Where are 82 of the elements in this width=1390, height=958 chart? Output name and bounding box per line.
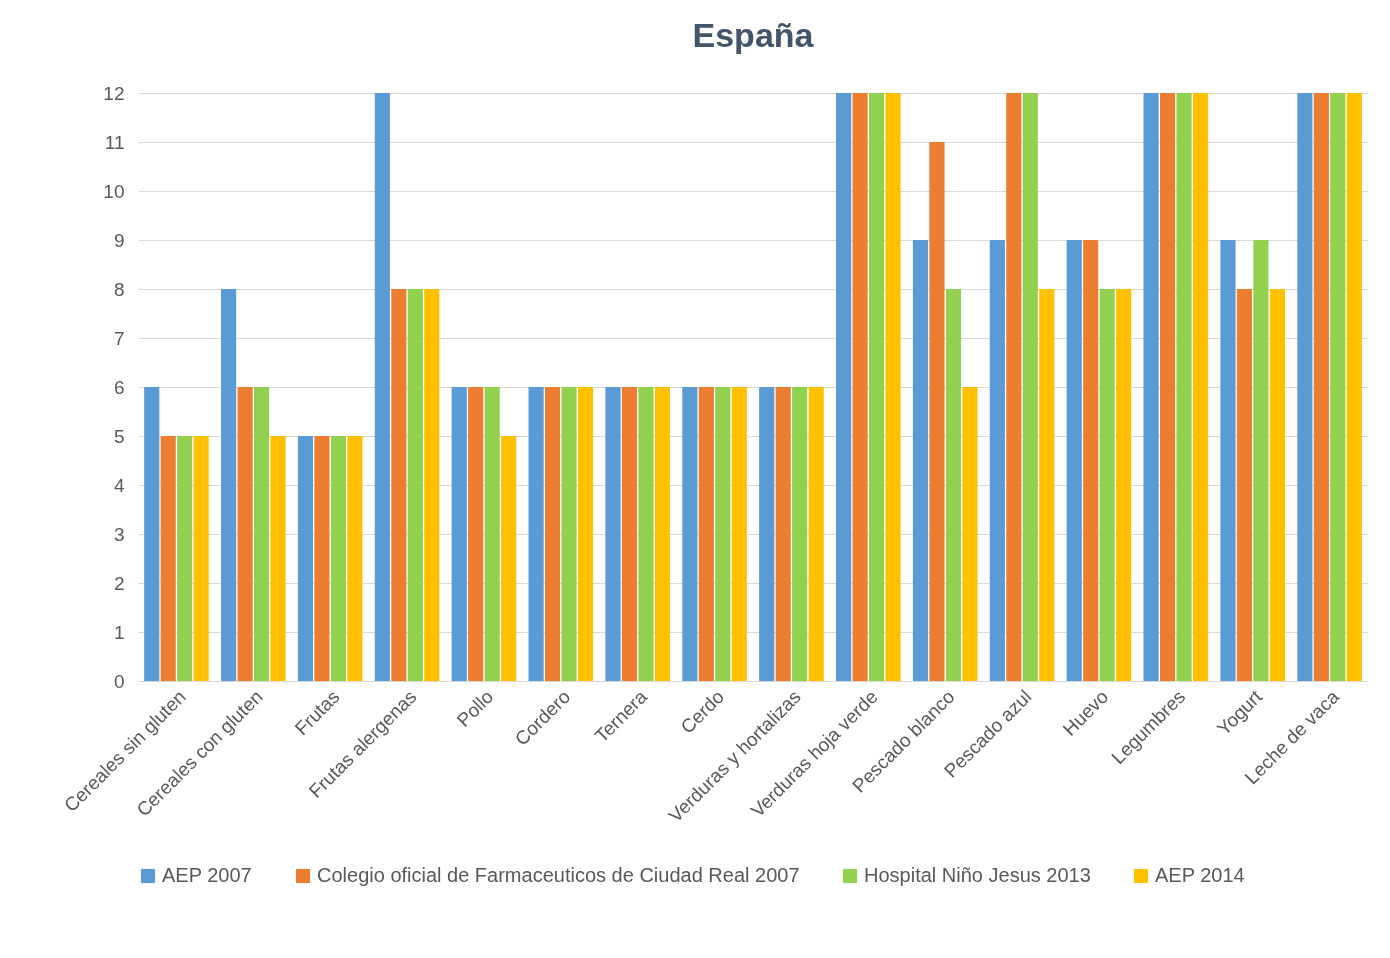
- bar: [852, 93, 868, 681]
- bar: [945, 289, 961, 681]
- bar: [545, 387, 561, 681]
- bar: [836, 93, 852, 681]
- bar: [929, 142, 945, 681]
- bar: [808, 387, 824, 681]
- bar: [654, 387, 670, 681]
- bar: [698, 387, 714, 681]
- bar: [1039, 289, 1055, 681]
- bar: [1236, 289, 1253, 681]
- bar: [144, 387, 160, 681]
- bar: [1330, 93, 1346, 681]
- bar: [407, 289, 423, 681]
- legend-label: Hospital Niño Jesus 2013: [864, 864, 1091, 886]
- bar: [1192, 93, 1209, 681]
- bar: [577, 387, 594, 681]
- bar: [775, 387, 791, 681]
- y-tick-label: 8: [113, 278, 125, 300]
- bar: [237, 387, 253, 681]
- bar: [253, 387, 270, 681]
- bar: [1297, 93, 1313, 681]
- bar: [1160, 93, 1176, 681]
- bar: [989, 240, 1005, 681]
- bar: [605, 387, 621, 681]
- bar: [1099, 289, 1115, 681]
- bar: [638, 387, 654, 681]
- bar: [912, 240, 929, 681]
- bar: [561, 387, 577, 681]
- bar: [297, 436, 314, 681]
- y-tick-label: 1: [113, 621, 125, 643]
- bar: [221, 289, 237, 681]
- bar: [330, 436, 346, 681]
- bar: [1313, 93, 1329, 681]
- bar: [391, 289, 407, 681]
- y-tick-label: 9: [113, 229, 125, 251]
- y-tick-label: 2: [113, 572, 125, 594]
- bar: [374, 93, 390, 681]
- bar: [193, 436, 209, 681]
- bar: [682, 387, 698, 681]
- bar: [1143, 93, 1159, 681]
- bar: [468, 387, 484, 681]
- bar: [1083, 240, 1099, 681]
- bar: [1346, 93, 1362, 681]
- legend-label: AEP 2014: [1155, 864, 1245, 886]
- bar: [347, 436, 363, 681]
- y-tick-label: 0: [113, 670, 125, 692]
- y-tick-label: 4: [113, 474, 125, 496]
- y-tick-label: 11: [104, 131, 125, 153]
- bar: [1220, 240, 1236, 681]
- bar: [160, 436, 176, 681]
- bar: [1269, 289, 1285, 681]
- y-tick-label: 6: [113, 376, 125, 398]
- bar: [868, 93, 885, 681]
- legend-label: Colegio oficial de Farmaceuticos de Ciudad Real 2007: [317, 864, 800, 886]
- bar: [1022, 93, 1038, 681]
- legend-label: AEP 2007: [162, 864, 252, 886]
- bar: [715, 387, 731, 681]
- bar: [885, 93, 901, 681]
- bar: [451, 387, 467, 681]
- bar: [1176, 93, 1192, 681]
- y-tick-label: 7: [113, 327, 125, 349]
- bar: [270, 436, 286, 681]
- bar: [424, 289, 440, 681]
- y-tick-label: 3: [113, 523, 125, 545]
- bar: [621, 387, 638, 681]
- bar: [1253, 240, 1269, 681]
- bar: [1006, 93, 1022, 681]
- bar: [501, 436, 517, 681]
- bar: [759, 387, 775, 681]
- bar: [314, 436, 330, 681]
- chart-title: España: [692, 16, 815, 54]
- bar: [177, 436, 193, 681]
- bar: [1116, 289, 1132, 681]
- y-tick-label: 5: [113, 425, 125, 447]
- bar: [528, 387, 544, 681]
- y-tick-label: 12: [103, 82, 125, 104]
- bar: [1066, 240, 1082, 681]
- bar: [484, 387, 500, 681]
- bar: [962, 387, 978, 681]
- y-tick-label: 10: [103, 180, 125, 202]
- bar: [792, 387, 808, 681]
- bar: [731, 387, 747, 681]
